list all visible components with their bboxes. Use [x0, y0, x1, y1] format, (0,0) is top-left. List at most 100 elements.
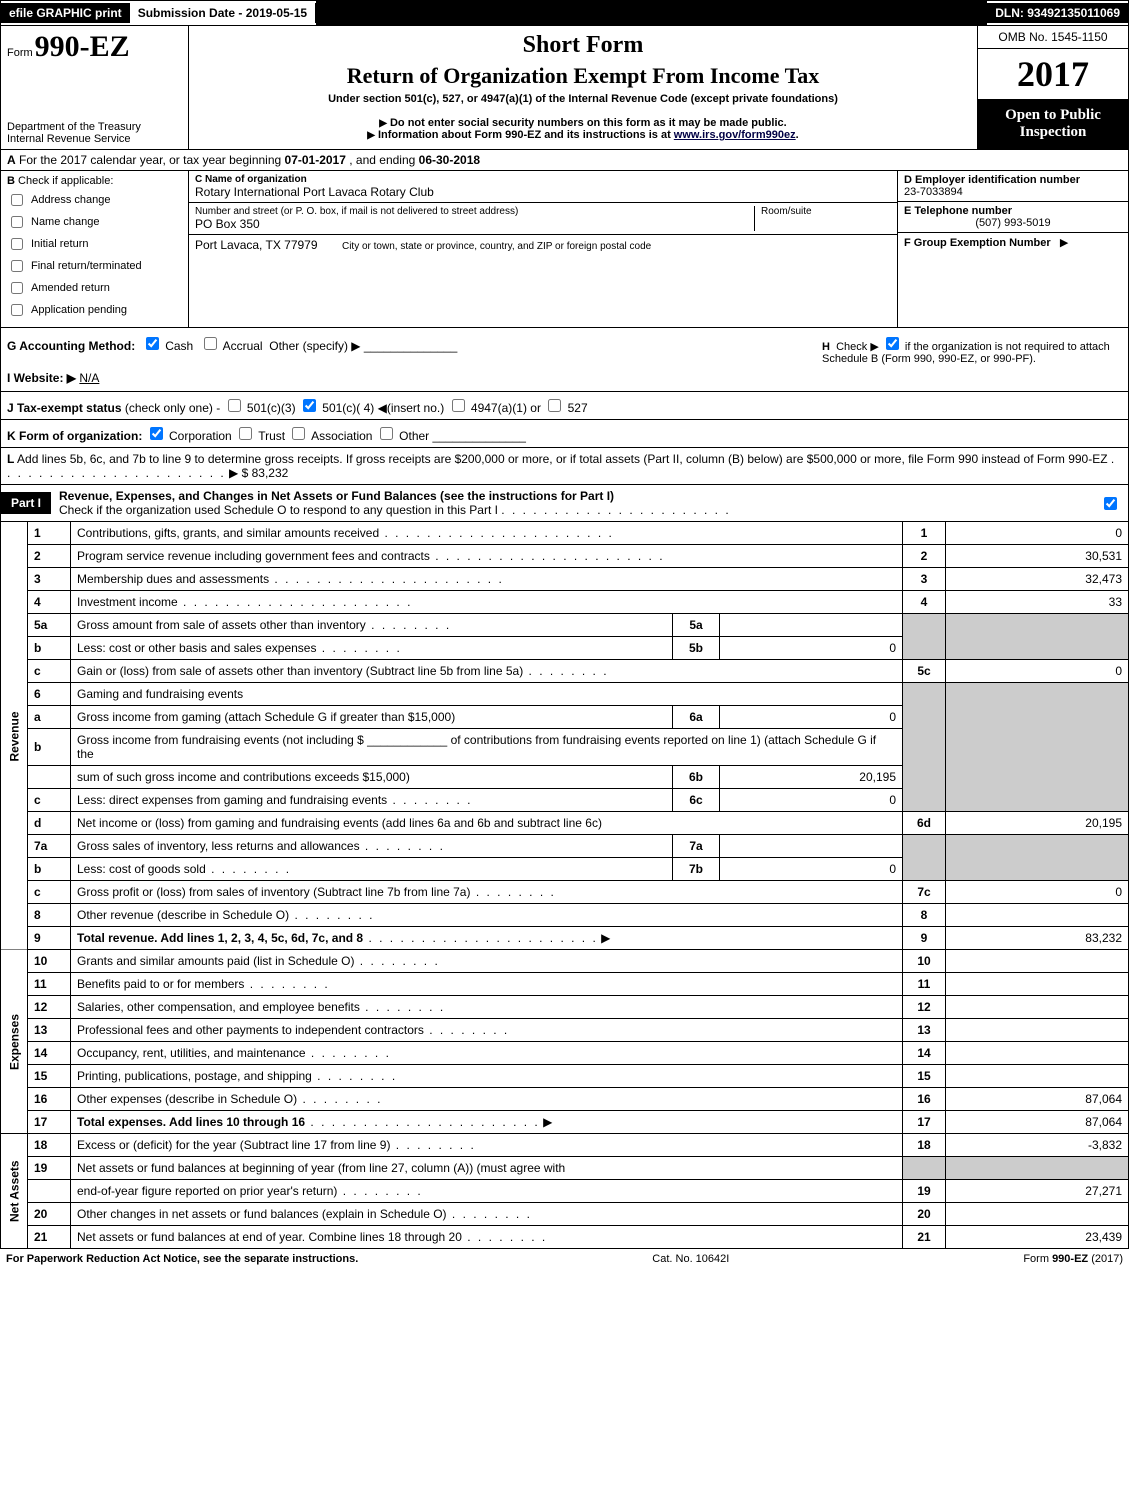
r6-shade-amt — [946, 683, 1129, 812]
header-left: Form 990-EZ Department of the Treasury I… — [1, 26, 189, 149]
k-association-checkbox[interactable] — [292, 427, 305, 440]
name-change-checkbox[interactable] — [11, 216, 23, 228]
g-label: G Accounting Method: — [7, 339, 135, 353]
r6a-subval: 0 — [720, 706, 903, 729]
r5a-subval — [720, 614, 903, 637]
org-name: Rotary International Port Lavaca Rotary … — [195, 185, 891, 199]
r14-desc: Occupancy, rent, utilities, and maintena… — [77, 1046, 391, 1060]
r7a-subval — [720, 835, 903, 858]
address-change-checkbox[interactable] — [11, 194, 23, 206]
initial-return-checkbox[interactable] — [11, 238, 23, 250]
c-label: C Name of organization — [195, 174, 307, 185]
efile-print-button[interactable]: efile GRAPHIC print — [1, 3, 130, 23]
j-4947-checkbox[interactable] — [452, 399, 465, 412]
r11-num: 11 — [28, 973, 71, 996]
r19-num: 19 — [28, 1157, 71, 1180]
r5a-num: 5a — [28, 614, 71, 637]
cash-label: Cash — [165, 339, 193, 353]
r18-lno: 18 — [903, 1134, 946, 1157]
j-text: (check only one) - — [125, 401, 220, 415]
warning-2: Information about Form 990-EZ and its in… — [195, 129, 971, 141]
r6b-desc-row1: Gross income from fundraising events (no… — [71, 729, 903, 766]
r4-lno: 4 — [903, 591, 946, 614]
r17-num: 17 — [28, 1111, 71, 1134]
r3-amt: 32,473 — [946, 568, 1129, 591]
r7c-lno: 7c — [903, 881, 946, 904]
r5ab-shade-lno — [903, 614, 946, 660]
r7a-desc: Gross sales of inventory, less returns a… — [77, 839, 445, 853]
r11-amt — [946, 973, 1129, 996]
k-corporation-checkbox[interactable] — [150, 427, 163, 440]
r7c-num: c — [28, 881, 71, 904]
j-501c-checkbox[interactable] — [303, 399, 316, 412]
footer-right-post: (2017) — [1088, 1253, 1123, 1265]
dept-line1: Department of the Treasury — [7, 121, 182, 133]
r18-desc: Excess or (deficit) for the year (Subtra… — [77, 1138, 476, 1152]
submission-date-value: 2019-05-15 — [246, 6, 307, 20]
line-l: L Add lines 5b, 6c, and 7b to line 9 to … — [0, 448, 1129, 485]
final-return-checkbox[interactable] — [11, 260, 23, 272]
address-label: Number and street (or P. O. box, if mail… — [195, 206, 748, 217]
city-label: City or town, state or province, country… — [342, 241, 651, 252]
h-label: H — [822, 341, 830, 353]
footer-right-pre: Form — [1023, 1253, 1052, 1265]
footer-right-form: 990-EZ — [1052, 1253, 1088, 1265]
r8-amt — [946, 904, 1129, 927]
r21-num: 21 — [28, 1226, 71, 1249]
k-trust-checkbox[interactable] — [239, 427, 252, 440]
application-pending-checkbox[interactable] — [11, 304, 23, 316]
h-checkbox[interactable] — [886, 337, 899, 350]
r1-amt: 0 — [946, 522, 1129, 545]
city-value: Port Lavaca, TX 77979 — [195, 238, 318, 252]
k-opt-3: Other — [399, 429, 429, 443]
r7a-num: 7a — [28, 835, 71, 858]
room-suite-label: Room/suite — [761, 206, 891, 217]
r17-desc: Total expenses. Add lines 10 through 16 — [77, 1115, 305, 1129]
application-pending-label: Application pending — [31, 304, 127, 316]
line-j: J Tax-exempt status (check only one) - 5… — [0, 392, 1129, 420]
r13-num: 13 — [28, 1019, 71, 1042]
form-number-value: 990-EZ — [35, 30, 130, 64]
r9-arrow-icon: ▶ — [601, 931, 610, 945]
line-a-label: A — [7, 153, 16, 167]
r6b-desc1: Gross income from fundraising events (no… — [77, 733, 367, 747]
initial-return-label: Initial return — [31, 238, 88, 250]
r6c-subval: 0 — [720, 789, 903, 812]
r1-num: 1 — [28, 522, 71, 545]
f-label: F Group Exemption Number — [904, 237, 1051, 249]
line-k: K Form of organization: Corporation Trus… — [0, 420, 1129, 448]
r7ab-shade-amt — [946, 835, 1129, 881]
instructions-link[interactable]: www.irs.gov/form990ez — [674, 129, 796, 141]
part1-schedule-o-checkbox[interactable] — [1104, 497, 1117, 510]
r1-lno: 1 — [903, 522, 946, 545]
r5a-subnum: 5a — [673, 614, 720, 637]
r20-amt — [946, 1203, 1129, 1226]
dln-value: 93492135011069 — [1027, 6, 1120, 20]
r8-desc: Other revenue (describe in Schedule O) — [77, 908, 374, 922]
r10-lno: 10 — [903, 950, 946, 973]
amended-return-checkbox[interactable] — [11, 282, 23, 294]
r12-lno: 12 — [903, 996, 946, 1019]
accrual-checkbox[interactable] — [204, 337, 217, 350]
part1-tag: Part I — [1, 492, 51, 514]
phone-value: (507) 993-5019 — [904, 217, 1122, 229]
r6b-subnum: 6b — [673, 766, 720, 789]
cash-checkbox[interactable] — [146, 337, 159, 350]
r1-desc: Contributions, gifts, grants, and simila… — [77, 526, 614, 540]
j-opt-2: 4947(a)(1) or — [471, 401, 541, 415]
r6b-subval: 20,195 — [720, 766, 903, 789]
r20-num: 20 — [28, 1203, 71, 1226]
k-other-checkbox[interactable] — [380, 427, 393, 440]
form-number: Form 990-EZ — [7, 30, 182, 64]
r20-lno: 20 — [903, 1203, 946, 1226]
r9-num: 9 — [28, 927, 71, 950]
j-opt-1: 501(c)( 4) ◀(insert no.) — [322, 401, 444, 415]
r7c-amt: 0 — [946, 881, 1129, 904]
j-527-checkbox[interactable] — [548, 399, 561, 412]
section-def: D Employer identification number 23-7033… — [897, 171, 1128, 327]
website-value: N/A — [79, 371, 99, 385]
r14-amt — [946, 1042, 1129, 1065]
r6a-num: a — [28, 706, 71, 729]
j-501c3-checkbox[interactable] — [228, 399, 241, 412]
part1-dots — [501, 503, 730, 517]
